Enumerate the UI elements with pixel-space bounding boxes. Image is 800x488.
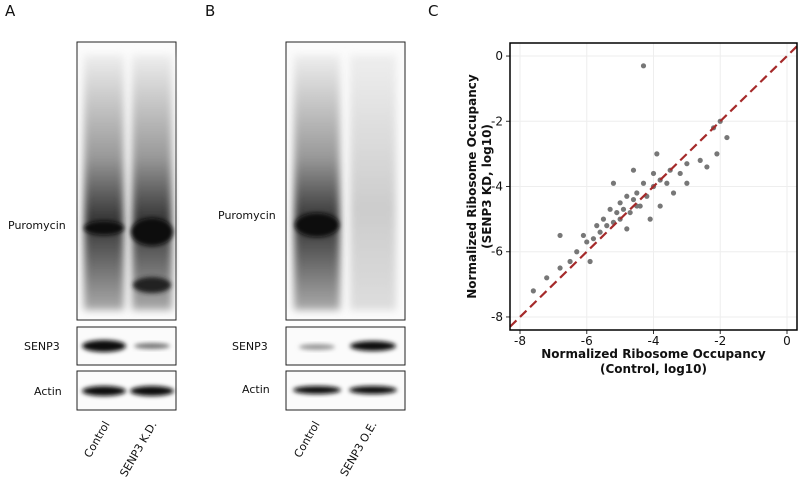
x-tick-label: 0 [783, 334, 791, 348]
point [614, 209, 620, 216]
band [299, 344, 335, 350]
point [704, 164, 710, 170]
point [640, 180, 647, 186]
band [134, 343, 170, 349]
y-tick-label: -4 [491, 180, 503, 194]
point [647, 216, 653, 222]
lane-smear [294, 55, 340, 310]
x-tick-label: -4 [648, 334, 660, 348]
y-axis-label: Normalized Ribosome Occupancy [465, 74, 479, 299]
point [544, 275, 550, 281]
reference-line [509, 45, 798, 328]
point [654, 151, 660, 157]
lane-label: Control [291, 419, 322, 460]
point [714, 151, 720, 157]
row-label: Puromycin [218, 209, 276, 222]
point [584, 239, 590, 245]
plot-frame [509, 42, 798, 331]
band [130, 386, 174, 396]
band [133, 277, 171, 293]
point [657, 203, 663, 209]
point [640, 63, 647, 69]
lane-label: SENP3 K.D. [117, 419, 159, 479]
x-tick-label: -2 [714, 334, 726, 348]
point [634, 190, 640, 196]
band [82, 340, 126, 352]
row-label: Actin [34, 385, 62, 398]
scatter-plot: -8 -6 -4 -2 0 -8 -6 -4 -2 0 Normalized Ribosome Oc… [465, 42, 798, 376]
band [131, 218, 173, 246]
point [587, 258, 593, 265]
point [590, 236, 597, 242]
point [607, 206, 613, 212]
panel-letter: A [5, 2, 16, 20]
band [84, 221, 124, 235]
point [630, 167, 637, 173]
point [610, 180, 617, 186]
lane-smear [132, 55, 172, 310]
panel-letter: C [428, 2, 438, 20]
point [624, 226, 630, 232]
lane-smear [84, 55, 124, 310]
band [349, 386, 397, 394]
y-tick-label: -2 [491, 114, 503, 128]
lane-label: SENP3 O.E. [338, 419, 380, 479]
y-tick-label: -8 [491, 310, 503, 324]
point [650, 170, 657, 177]
point [684, 180, 690, 186]
band [295, 213, 339, 237]
y-tick-label: 0 [495, 49, 503, 63]
point [627, 209, 633, 216]
x-tick-label: -6 [581, 334, 593, 348]
panel-letter: B [205, 2, 215, 20]
point [624, 193, 630, 199]
band [82, 386, 126, 396]
lane-label: Control [81, 419, 112, 460]
lane-smear [350, 55, 396, 310]
point [630, 196, 637, 203]
x-tick-label: -8 [514, 334, 526, 348]
point [697, 157, 703, 164]
band [293, 386, 341, 394]
y-tick-label: -6 [491, 245, 503, 259]
point [724, 134, 730, 141]
point [677, 170, 683, 177]
point [664, 180, 670, 186]
point [567, 258, 573, 265]
point [530, 288, 536, 294]
point [557, 232, 563, 239]
row-label: Actin [242, 383, 270, 396]
x-axis-label: Normalized Ribosome Occupancy [541, 347, 766, 361]
band [350, 341, 396, 351]
point [597, 229, 603, 235]
point [574, 249, 580, 255]
point [594, 223, 600, 229]
point [557, 265, 563, 271]
y-axis-label: (SENP3 KD, log10) [480, 124, 494, 249]
row-label: SENP3 [24, 340, 60, 353]
point [684, 161, 690, 167]
point [600, 216, 607, 222]
point [580, 232, 587, 239]
point [620, 206, 627, 212]
row-label: SENP3 [232, 340, 268, 353]
point [617, 200, 623, 206]
row-label: Puromycin [8, 219, 66, 232]
x-axis-label: (Control, log10) [600, 362, 707, 376]
point [604, 223, 610, 229]
point [670, 190, 677, 196]
